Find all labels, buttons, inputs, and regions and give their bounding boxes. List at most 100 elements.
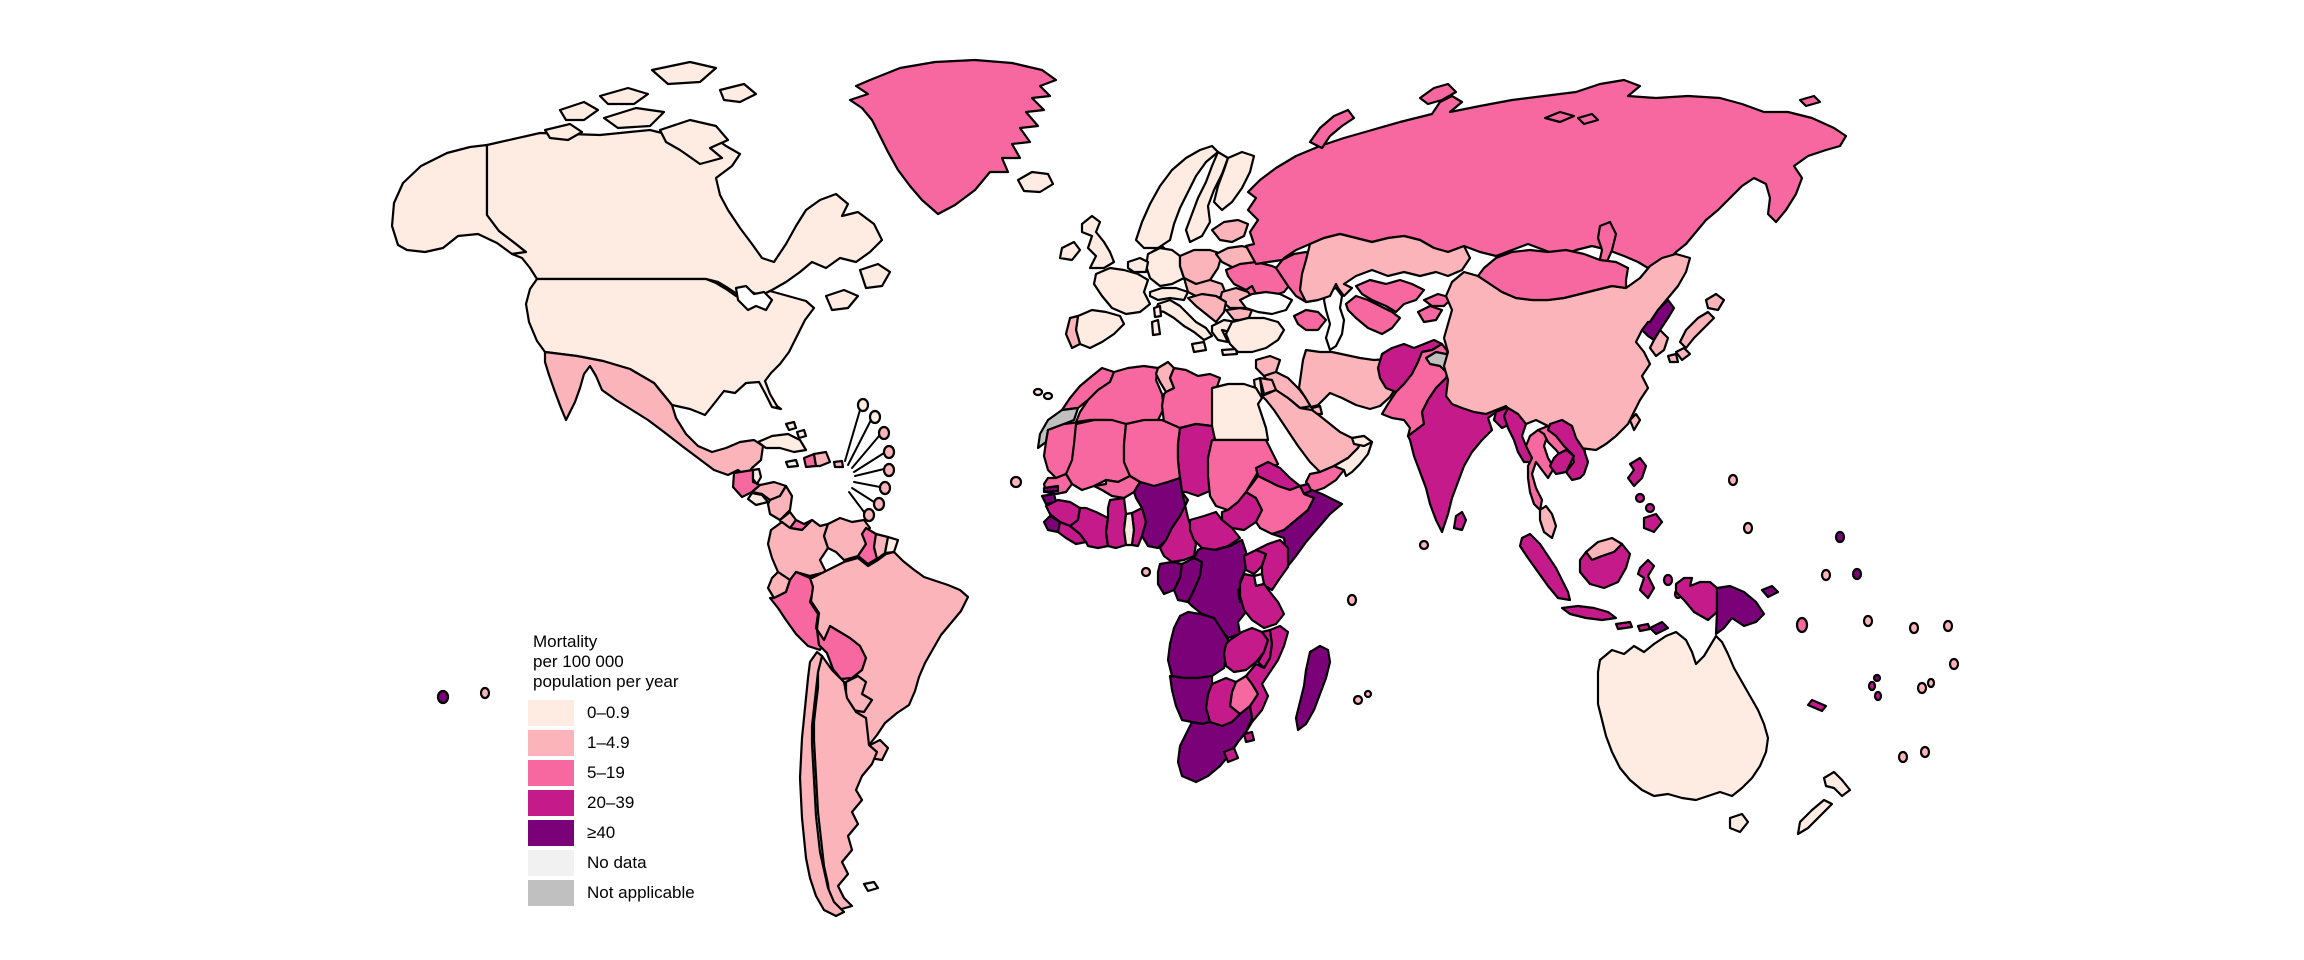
region-bahamas [784, 420, 798, 432]
region-corsica [1152, 304, 1163, 319]
region-niger [1122, 418, 1182, 488]
region-pacific-island [436, 689, 450, 705]
region-visayas [1644, 502, 1656, 514]
region-lesser-sunda [1614, 620, 1634, 631]
region-taiwan [1628, 412, 1642, 432]
region-lesser-antilles [872, 496, 886, 512]
region-lesser-antilles [862, 507, 876, 523]
region-newfoundland [858, 262, 892, 290]
region-yemen [1304, 464, 1346, 494]
region-nova-scotia [824, 288, 860, 312]
region-france [1092, 266, 1152, 316]
region-pacific-island [1742, 521, 1754, 535]
region-pacific-island [1897, 750, 1909, 764]
region-sri-lanka [1452, 510, 1468, 532]
region-canada [485, 128, 884, 298]
region-cote-divoire [1068, 506, 1110, 550]
region-sao-tome [1140, 566, 1152, 578]
region-zambia [1222, 626, 1270, 674]
region-papua-new-guinea [1714, 584, 1766, 636]
region-tajikistan [1416, 304, 1444, 324]
region-wrangel-island [1798, 94, 1822, 108]
leader-line [853, 452, 885, 473]
region-pacific-island [1942, 619, 1954, 633]
legend-swatch-5-19 [528, 760, 574, 786]
region-pacific-island [1862, 614, 1874, 628]
region-pacific-island [1926, 677, 1936, 689]
region-sicily [1190, 340, 1208, 354]
region-ellesmere-island [650, 60, 718, 86]
region-eswatini [1242, 730, 1256, 744]
region-java [1560, 604, 1618, 622]
region-mindanao [1642, 512, 1664, 534]
legend-title-line-3: population per year [533, 672, 679, 691]
region-ireland [1058, 240, 1082, 262]
region-iran [1297, 348, 1399, 411]
region-bolivia [814, 624, 868, 681]
region-greenland [848, 58, 1058, 216]
legend-title-line-2: per 100 000 [533, 652, 624, 671]
region-mali [1064, 418, 1132, 492]
region-canary-islands [1032, 387, 1044, 397]
region-jamaica [784, 458, 800, 469]
legend-item-1-4.9: 1–4.9 [528, 730, 695, 756]
region-new-britain [1760, 584, 1780, 599]
region-colombia [766, 518, 830, 582]
leader-line [848, 491, 865, 513]
region-iceland [1016, 170, 1055, 194]
region-pacific-island [1834, 530, 1846, 544]
region-pacific-island [1916, 681, 1928, 695]
region-uzbekistan [1354, 278, 1426, 314]
region-lesser-antilles [877, 425, 891, 441]
region-russia [1244, 78, 1848, 304]
region-ghana [1104, 496, 1128, 550]
region-canada-island [558, 100, 600, 122]
region-egypt [1210, 382, 1270, 442]
region-canada-island [598, 86, 650, 106]
region-malaysia-peninsula [1538, 504, 1558, 540]
region-solomon-islands [1795, 616, 1809, 634]
region-pacific-island [1908, 621, 1920, 635]
region-nz-north-island [1822, 770, 1852, 798]
region-vanuatu [1867, 680, 1877, 692]
great-lakes [734, 284, 774, 312]
legend-swatch-no-data [528, 850, 574, 876]
leader-line [844, 409, 861, 462]
legend-swatch-1-4.9 [528, 730, 574, 756]
region-chile [798, 650, 846, 918]
region-arctic-islands [1543, 110, 1576, 124]
region-lesser-antilles [878, 480, 892, 496]
legend-label: 5–19 [587, 763, 625, 782]
region-luzon [1626, 456, 1648, 488]
region-kalimantan [1578, 542, 1632, 590]
region-cambodia [1548, 448, 1576, 476]
region-pacific-island [1948, 657, 1960, 671]
region-somalia [1270, 488, 1344, 568]
region-baltic-states [1210, 218, 1250, 244]
region-puerto-rico [832, 459, 845, 469]
region-nz-south-island [1796, 798, 1834, 836]
legend-label: ≥40 [587, 823, 616, 842]
region-comoros [1346, 593, 1358, 607]
legend-swatch-40plus [528, 820, 574, 846]
legend-swatch-not-applicable [528, 880, 574, 906]
region-hokkaido [1704, 292, 1726, 312]
region-spain [1074, 308, 1126, 350]
region-bahamas [795, 428, 808, 440]
legend-item-not-applicable: Not applicable [528, 880, 695, 906]
region-mauritius [1352, 694, 1364, 706]
region-cape-verde [1009, 475, 1023, 489]
region-kazakhstan [1298, 232, 1472, 304]
region-norway [1134, 144, 1220, 250]
region-lesser-antilles [882, 462, 896, 478]
legend-label: 0–0.9 [587, 703, 630, 722]
region-caucasus [1292, 308, 1328, 332]
region-sumatra [1518, 532, 1572, 602]
region-el-salvador [746, 491, 770, 507]
region-germany [1144, 246, 1186, 288]
region-sardinia [1150, 318, 1162, 337]
region-poland [1178, 248, 1224, 286]
region-pacific-island [1872, 673, 1882, 683]
region-portugal [1064, 314, 1082, 350]
